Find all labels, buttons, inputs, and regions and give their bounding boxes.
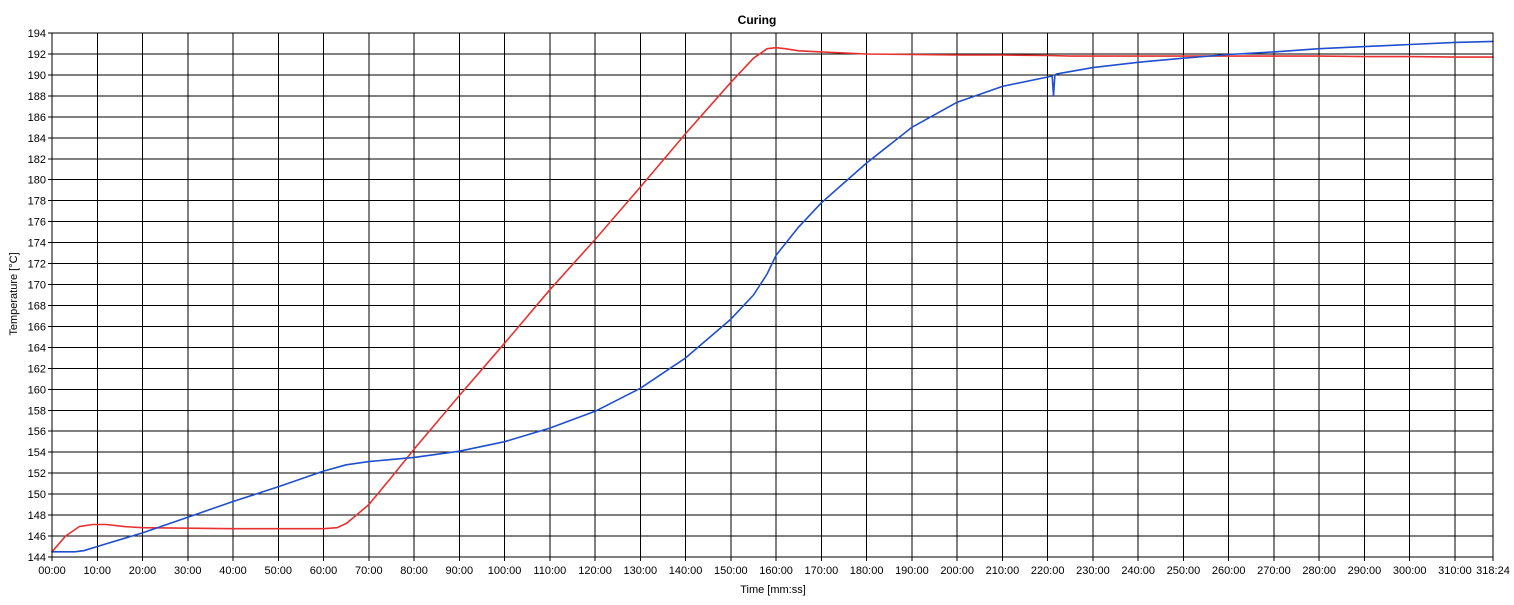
y-tick-label: 170 [28, 280, 46, 292]
series-layer [51, 40, 1494, 553]
y-tick-label: 158 [28, 405, 46, 417]
y-tick-label: 194 [28, 28, 46, 40]
y-tick-label: 164 [28, 342, 46, 354]
y-tick-label: 156 [28, 426, 46, 438]
x-axis-ticks: 00:00 10:00 20:00 30:00 40:00 50:00 60:00 70:00… [38, 557, 1510, 577]
grid-layer [51, 32, 1494, 558]
plot-frame [51, 32, 1494, 558]
y-tick-label: 172 [28, 259, 46, 271]
y-tick-label: 160 [28, 384, 46, 396]
x-tick-label: 220:00 [1031, 565, 1065, 577]
x-tick-label: 300:00 [1393, 565, 1427, 577]
x-tick-label: 290:00 [1348, 565, 1382, 577]
x-tick-label: 130:00 [624, 565, 658, 577]
x-tick-label: 310:00 [1438, 565, 1472, 577]
y-tick-label: 162 [28, 363, 46, 375]
y-tick-label: 144 [28, 552, 46, 564]
x-tick-label: 40:00 [219, 565, 247, 577]
x-tick-label: 170:00 [805, 565, 839, 577]
y-tick-label: 176 [28, 217, 46, 229]
y-tick-label: 184 [28, 133, 46, 145]
chart-title: Curing [738, 13, 777, 27]
plot-background [52, 33, 1493, 557]
x-tick-label: 180:00 [850, 565, 884, 577]
x-tick-label: 10:00 [83, 565, 111, 577]
y-tick-label: 174 [28, 238, 46, 250]
x-tick-label: 110:00 [533, 565, 566, 577]
x-tick-label: 250:00 [1167, 565, 1201, 577]
y-tick-label: 180 [28, 175, 46, 187]
x-tick-label: 210:00 [986, 565, 1020, 577]
x-tick-label: 30:00 [174, 565, 202, 577]
y-axis-ticks: 144 146 148 150 152 154 156 158 160 162 164 166 168 1… [28, 28, 52, 564]
y-tick-label: 178 [28, 196, 46, 208]
y-tick-label: 182 [28, 154, 46, 166]
x-tick-label: 20:00 [129, 565, 157, 577]
x-tick-label: 270:00 [1257, 565, 1291, 577]
x-axis-title: Time [mm:ss] [740, 584, 806, 596]
x-tick-label: 120:00 [578, 565, 612, 577]
x-tick-label: 80:00 [400, 565, 428, 577]
y-tick-label: 154 [28, 447, 46, 459]
series-line-1 [51, 46, 1494, 553]
y-tick-label: 192 [28, 49, 46, 61]
x-tick-label: 70:00 [355, 565, 383, 577]
y-tick-label: 168 [28, 300, 46, 312]
x-tick-label: 240:00 [1121, 565, 1155, 577]
x-tick-label: 00:00 [38, 565, 66, 577]
x-tick-label: 160:00 [759, 565, 793, 577]
x-tick-label: 280:00 [1302, 565, 1336, 577]
y-tick-label: 186 [28, 112, 46, 124]
x-tick-label: 50:00 [265, 565, 293, 577]
series-line-2 [51, 40, 1494, 553]
y-tick-label: 150 [28, 489, 46, 501]
x-tick-label: 260:00 [1212, 565, 1246, 577]
x-tick-label: 200:00 [940, 565, 974, 577]
y-tick-label: 146 [28, 531, 46, 543]
y-tick-label: 152 [28, 468, 46, 480]
plot-border [51, 32, 1494, 558]
x-tick-label: 230:00 [1076, 565, 1110, 577]
x-tick-label: 100:00 [488, 565, 522, 577]
x-tick-label: 190:00 [895, 565, 929, 577]
x-tick-label: 60:00 [310, 565, 338, 577]
x-tick-label: 90:00 [446, 565, 474, 577]
x-tick-label: 150:00 [714, 565, 748, 577]
y-tick-label: 188 [28, 91, 46, 103]
y-tick-label: 166 [28, 321, 46, 333]
y-axis-title: Temperature [°C] [8, 252, 20, 335]
x-tick-label: 318:24 [1476, 565, 1510, 577]
y-tick-label: 190 [28, 70, 46, 82]
y-tick-label: 148 [28, 510, 46, 522]
x-tick-label: 140:00 [669, 565, 703, 577]
